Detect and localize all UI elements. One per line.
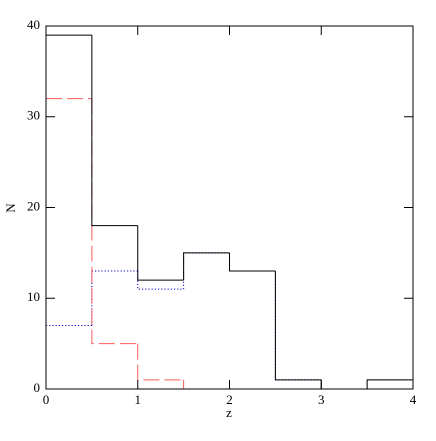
plot-frame [45, 25, 414, 390]
y-tick-label: 10 [27, 289, 40, 304]
histogram-step [137, 225, 184, 281]
histogram-step [366, 379, 413, 389]
x-tick-label: 1 [135, 392, 142, 407]
x-axis-label: z [226, 405, 232, 420]
histogram-step [320, 379, 368, 390]
x-tick-label: 2 [226, 392, 233, 407]
y-tick-label: 0 [34, 380, 41, 395]
x-tick-label: 3 [318, 392, 325, 407]
histogram-step [91, 270, 138, 326]
histogram-step [229, 252, 276, 272]
y-tick-label: 20 [27, 198, 40, 213]
x-tick-label: 0 [43, 392, 50, 407]
histogram-step [274, 271, 322, 381]
histogram-step [91, 98, 138, 345]
histogram-step [137, 343, 184, 381]
histogram-step [274, 271, 322, 381]
histogram-step [183, 379, 230, 390]
histogram-step [229, 252, 276, 272]
x-tick-label: 4 [410, 392, 417, 407]
histogram-step [183, 252, 230, 290]
histogram-step [366, 379, 413, 389]
histogram-step [137, 271, 184, 290]
histogram-step [183, 252, 230, 281]
y-tick-label: 30 [27, 108, 40, 123]
y-tick-label: 40 [27, 17, 40, 32]
y-axis-label: N [3, 203, 18, 213]
histogram-step [91, 35, 138, 227]
histogram-step [320, 379, 368, 390]
